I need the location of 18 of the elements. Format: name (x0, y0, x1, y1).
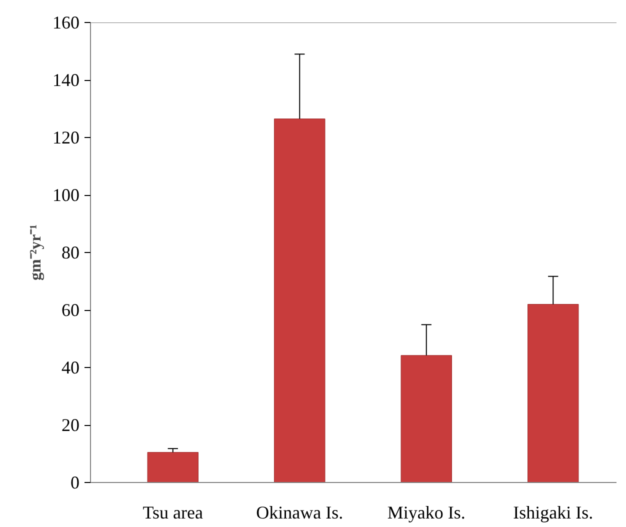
bar (400, 355, 452, 482)
y-tick-label: 100 (52, 185, 80, 205)
y-tick-label: 80 (62, 242, 80, 262)
y-tick-label: 20 (62, 415, 80, 435)
y-tick-label: 140 (52, 70, 80, 90)
bar (147, 452, 198, 482)
y-tick-label: 120 (52, 128, 80, 148)
x-tick-label: Okinawa Is. (256, 502, 344, 522)
bar (528, 304, 579, 482)
y-axis-title: gm⁻²yr⁻¹ (28, 224, 44, 281)
bar (274, 118, 326, 482)
y-tick-label: 0 (70, 472, 80, 492)
x-tick-label: Miyako Is. (387, 502, 466, 522)
y-tick-label: 60 (62, 300, 80, 320)
x-tick-label: Ishigaki Is. (513, 502, 594, 522)
y-tick-label: 40 (62, 358, 80, 378)
y-tick-label: 160 (52, 12, 80, 32)
x-tick-label: Tsu area (142, 502, 203, 522)
